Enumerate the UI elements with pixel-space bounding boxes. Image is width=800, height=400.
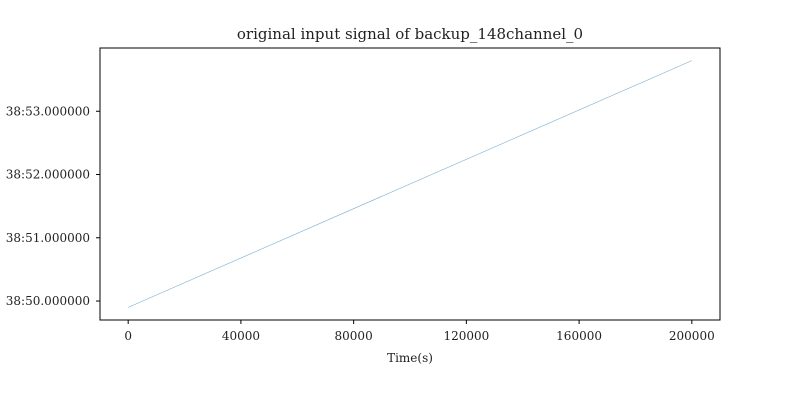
x-tick-label: 160000 xyxy=(556,329,602,343)
y-axis: 38:50.000000 38:51.000000 38:52.000000 38:5… xyxy=(6,104,100,308)
y-tick-label: 38:50.000000 xyxy=(6,294,90,308)
x-tick-label: 120000 xyxy=(443,329,489,343)
chart-title: original input signal of backup_148chann… xyxy=(237,25,583,43)
x-axis: 0 40000 80000 120000 160000 200000 xyxy=(124,320,715,343)
x-tick-label: 200000 xyxy=(669,329,715,343)
series-layer xyxy=(128,60,692,308)
x-tick-label: 80000 xyxy=(335,329,373,343)
y-tick-label: 38:53.000000 xyxy=(6,104,90,118)
x-tick-label: 0 xyxy=(124,329,132,343)
y-tick-label: 38:52.000000 xyxy=(6,168,90,182)
y-tick-label: 38:51.000000 xyxy=(6,231,90,245)
series-line xyxy=(128,60,692,308)
x-axis-label: Time(s) xyxy=(387,351,433,365)
x-tick-label: 40000 xyxy=(222,329,260,343)
